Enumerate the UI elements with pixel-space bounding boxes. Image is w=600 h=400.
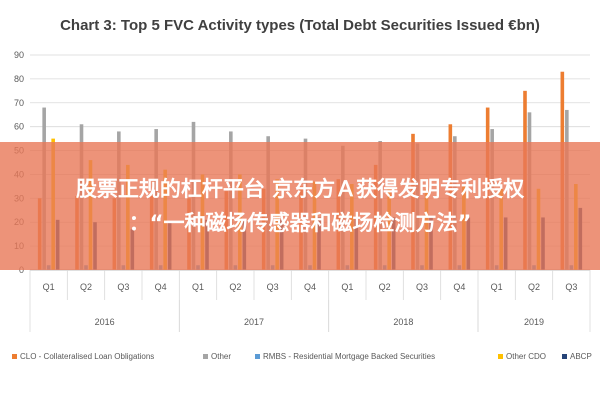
y-tick-label: 60 [14, 122, 24, 132]
x-tick-label: Q3 [117, 282, 129, 292]
x-tick-label: Q1 [341, 282, 353, 292]
x-tick-label: Q2 [229, 282, 241, 292]
legend-label: Other CDO [506, 352, 546, 361]
legend-swatch [255, 354, 260, 359]
y-tick-label: 70 [14, 98, 24, 108]
year-label: 2017 [244, 317, 264, 327]
chart-title: Chart 3: Top 5 FVC Activity types (Total… [60, 17, 540, 34]
x-tick-label: Q1 [192, 282, 204, 292]
x-tick-label: Q4 [453, 282, 465, 292]
x-axis: Q1 Q2 Q3 Q4 Q1 Q2 Q3 Q4 Q1 Q2 Q3 Q4 Q1 Q2 Q3 2016 2017 20… [29, 269, 591, 332]
y-tick-label: 90 [14, 50, 24, 60]
year-label: 2019 [524, 317, 544, 327]
headline-line-2: ：“一种磁场传感器和磁场检测方法” [128, 211, 472, 235]
legend-swatch [203, 354, 208, 359]
x-tick-label: Q1 [43, 282, 55, 292]
legend-label: Other [211, 352, 231, 361]
year-label: 2016 [95, 317, 115, 327]
x-tick-label: Q3 [565, 282, 577, 292]
x-tick-label: Q3 [416, 282, 428, 292]
legend-swatch [12, 354, 17, 359]
x-tick-label: Q4 [304, 282, 316, 292]
legend-label: ABCP [570, 352, 592, 361]
x-tick-label: Q1 [491, 282, 503, 292]
headline-line-1: 股票正规的杠杆平台 京东方Ａ获得发明专利授权 [75, 177, 525, 201]
x-tick-label: Q2 [379, 282, 391, 292]
legend: CLO - Collateralised Loan Obligations Oth… [12, 352, 592, 361]
y-tick-label: 80 [14, 74, 24, 84]
x-tick-label: Q2 [80, 282, 92, 292]
year-label: 2018 [393, 317, 413, 327]
legend-label: RMBS - Residential Mortgage Backed Secur… [263, 352, 435, 361]
legend-swatch [498, 354, 503, 359]
x-tick-label: Q4 [155, 282, 167, 292]
x-tick-label: Q3 [267, 282, 279, 292]
legend-swatch [562, 354, 567, 359]
y-tick-label: 0 [19, 265, 24, 275]
headline-overlay: 股票正规的杠杆平台 京东方Ａ获得发明专利授权 ：“一种磁场传感器和磁场检测方法” [0, 142, 600, 270]
legend-label: CLO - Collateralised Loan Obligations [20, 352, 154, 361]
x-tick-label: Q2 [528, 282, 540, 292]
